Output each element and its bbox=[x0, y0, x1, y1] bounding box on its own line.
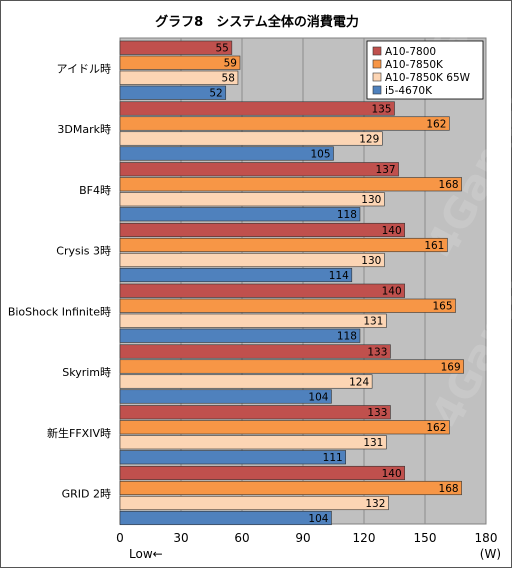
bar bbox=[119, 131, 383, 146]
bar-value-label: 118 bbox=[337, 331, 357, 343]
bar bbox=[119, 510, 332, 526]
category-label: 3DMark時 bbox=[57, 123, 111, 136]
x-tick-label: 90 bbox=[295, 531, 310, 545]
bar-value-label: 135 bbox=[371, 103, 391, 115]
bar-value-label: 140 bbox=[382, 286, 402, 298]
bar-value-label: 52 bbox=[209, 88, 222, 100]
bar bbox=[119, 344, 391, 359]
bar bbox=[119, 359, 464, 374]
bar-value-label: 168 bbox=[439, 483, 459, 495]
category-label: 新生FFXIV時 bbox=[47, 426, 111, 440]
bar-value-label: 59 bbox=[224, 58, 237, 70]
x-tick-labels: 0 30 60 90 120 150 180 bbox=[116, 531, 497, 545]
x-tick-label: 150 bbox=[414, 531, 437, 545]
bar-value-label: 129 bbox=[359, 133, 379, 145]
bar bbox=[119, 298, 456, 313]
bar-value-label: 124 bbox=[349, 376, 369, 388]
bar bbox=[119, 252, 385, 268]
bar-value-label: 131 bbox=[363, 316, 383, 328]
category-label: GRID 2時 bbox=[62, 488, 111, 501]
bar-value-label: 104 bbox=[308, 391, 328, 403]
bar bbox=[119, 420, 450, 435]
low-note: Low← bbox=[129, 547, 163, 561]
bar-value-label: 111 bbox=[323, 452, 343, 464]
bar-value-label: 105 bbox=[310, 148, 330, 160]
legend-swatch bbox=[372, 59, 382, 69]
bar-value-label: 133 bbox=[367, 346, 387, 358]
bar-value-label: 165 bbox=[432, 301, 452, 313]
bar bbox=[119, 192, 385, 207]
bar bbox=[119, 389, 332, 404]
bar bbox=[119, 374, 373, 389]
bar bbox=[119, 162, 399, 177]
category-label: BioShock Infinite時 bbox=[8, 305, 111, 318]
bar-value-label: 140 bbox=[382, 468, 402, 480]
bar bbox=[119, 207, 361, 222]
bar bbox=[119, 146, 334, 161]
bar-value-label: 162 bbox=[426, 118, 446, 130]
bar-value-label: 168 bbox=[439, 179, 459, 191]
bar-value-label: 161 bbox=[424, 240, 444, 252]
bar bbox=[119, 328, 361, 343]
category-labels: アイドル時 3DMark時 BF4時 Crysis 3時 BioShock Infini… bbox=[8, 62, 111, 500]
bar bbox=[119, 40, 233, 55]
bar bbox=[119, 222, 405, 238]
bar-value-label: 140 bbox=[382, 225, 402, 237]
x-tick-label: 120 bbox=[353, 531, 376, 545]
x-axis-unit: (W) bbox=[480, 547, 501, 561]
bar-value-label: 162 bbox=[426, 422, 446, 434]
bar-value-label: 132 bbox=[365, 498, 385, 510]
category-label: アイドル時 bbox=[57, 62, 111, 75]
bar bbox=[119, 495, 389, 511]
legend-label: A10-7850K bbox=[385, 59, 444, 71]
bar bbox=[119, 450, 346, 465]
bar-value-label: 169 bbox=[441, 361, 461, 373]
x-tick-label: 0 bbox=[116, 531, 124, 545]
legend-box bbox=[366, 40, 484, 100]
bar bbox=[119, 237, 448, 253]
bar bbox=[119, 435, 387, 450]
bar bbox=[119, 465, 405, 481]
bar-value-label: 130 bbox=[361, 255, 381, 267]
bar-value-label: 104 bbox=[308, 513, 328, 525]
legend-swatch bbox=[372, 46, 382, 56]
bar bbox=[119, 267, 353, 283]
bar-value-label: 55 bbox=[215, 43, 228, 55]
legend-label: A10-7800 bbox=[385, 46, 436, 58]
bar bbox=[119, 101, 395, 116]
bar-value-label: 131 bbox=[363, 437, 383, 449]
bar bbox=[119, 116, 450, 131]
bar bbox=[119, 85, 227, 100]
bar bbox=[119, 313, 387, 328]
category-label: BF4時 bbox=[79, 184, 111, 197]
chart-title: グラフ8 システム全体の消費電力 bbox=[155, 14, 359, 30]
bar bbox=[119, 177, 462, 192]
x-tick-label: 30 bbox=[173, 531, 188, 545]
category-label: Crysis 3時 bbox=[56, 245, 111, 258]
bar bbox=[119, 70, 239, 85]
bar-value-label: 130 bbox=[361, 194, 381, 206]
legend-label: A10-7850K 65W bbox=[385, 72, 471, 84]
bar bbox=[119, 405, 391, 420]
bar-value-label: 133 bbox=[367, 407, 387, 419]
bar-value-label: 118 bbox=[337, 209, 357, 221]
legend-swatch bbox=[372, 72, 382, 82]
bar-value-label: 114 bbox=[329, 270, 349, 282]
bar bbox=[119, 480, 462, 496]
x-tick-label: 60 bbox=[234, 531, 249, 545]
legend-label: i5-4670K bbox=[385, 85, 433, 97]
bar-value-label: 58 bbox=[222, 73, 235, 85]
category-label: Skyrim時 bbox=[62, 366, 111, 379]
x-tick-label: 180 bbox=[475, 531, 498, 545]
legend-swatch bbox=[372, 85, 382, 95]
bar-value-label: 137 bbox=[376, 164, 396, 176]
bar bbox=[119, 283, 405, 298]
bar bbox=[119, 55, 241, 70]
